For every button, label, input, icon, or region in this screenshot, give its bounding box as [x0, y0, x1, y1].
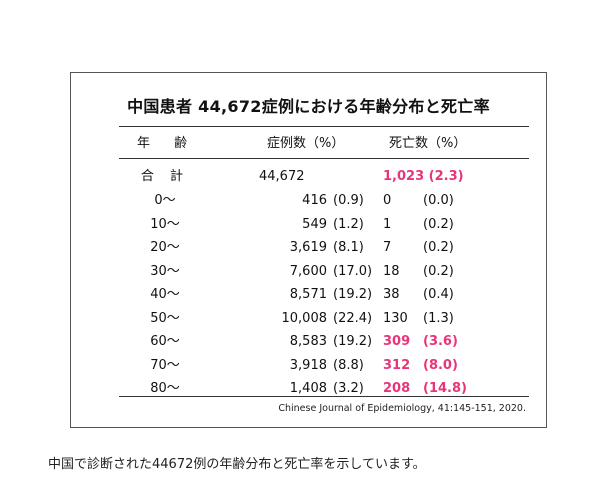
deaths-count-cell: 18	[383, 263, 400, 279]
table-header-rule	[119, 158, 529, 159]
deaths-percent-cell: (14.8)	[423, 381, 467, 396]
age-mortality-table-card: 中国患者 44,672症例における年齢分布と死亡率 年 齢 症例数（%） 死亡数…	[70, 72, 547, 428]
table-row: 20〜 3,619 (8.1) 7 (0.2)	[71, 238, 546, 258]
cases-count-cell: 549	[302, 216, 327, 232]
deaths-count-cell: 309	[383, 334, 411, 349]
deaths-count-cell: 7	[383, 240, 392, 255]
header-age: 年 齢	[137, 136, 198, 151]
deaths-percent-cell: (0.4)	[423, 287, 454, 302]
cases-percent-cell: (19.2)	[333, 287, 373, 302]
deaths-count-cell: 208	[383, 381, 411, 396]
deaths-percent-cell: (3.6)	[423, 334, 458, 349]
cases-count-cell: 8,583	[289, 334, 327, 349]
deaths-percent-cell: (1.3)	[423, 310, 454, 326]
cases-count-cell: 3,918	[289, 357, 327, 373]
age-cell: 80〜	[150, 381, 180, 396]
table-header-row: 年 齢 症例数（%） 死亡数（%）	[71, 134, 546, 154]
cases-count-cell: 3,619	[289, 240, 327, 255]
age-cell: 20〜	[150, 240, 180, 255]
total-label: 合 計	[140, 169, 190, 184]
table-bottom-rule	[119, 396, 529, 397]
age-cell: 60〜	[150, 334, 180, 349]
cases-percent-cell: (0.9)	[333, 193, 364, 208]
age-cell: 70〜	[150, 357, 180, 373]
deaths-percent-cell: (0.0)	[423, 193, 454, 208]
table-row-total: 合 計 44,672 1,023 (2.3)	[71, 167, 546, 187]
cases-count-cell: 416	[302, 193, 327, 208]
deaths-percent-cell: (0.2)	[423, 263, 454, 279]
deaths-percent-cell: (0.2)	[423, 240, 454, 255]
table-row: 50〜 10,008 (22.4) 130 (1.3)	[71, 309, 546, 329]
cases-percent-cell: (19.2)	[333, 334, 373, 349]
age-cell: 50〜	[150, 310, 180, 326]
table-top-rule	[119, 126, 529, 127]
cases-percent-cell: (8.8)	[333, 357, 364, 373]
deaths-count-cell: 0	[383, 193, 392, 208]
cases-count-cell: 1,408	[289, 381, 327, 396]
total-deaths: 1,023 (2.3)	[383, 169, 464, 184]
cases-percent-cell: (8.1)	[333, 240, 364, 255]
deaths-count-cell: 130	[383, 310, 408, 326]
table-row: 30〜 7,600 (17.0) 18 (0.2)	[71, 262, 546, 282]
table-row: 0〜 416 (0.9) 0 (0.0)	[71, 191, 546, 211]
cases-count-cell: 7,600	[289, 263, 327, 279]
deaths-count-cell: 38	[383, 287, 400, 302]
table-row: 70〜 3,918 (8.8) 312 (8.0)	[71, 356, 546, 376]
table-row: 40〜 8,571 (19.2) 38 (0.4)	[71, 285, 546, 305]
total-cases: 44,672	[259, 169, 305, 184]
table-row: 60〜 8,583 (19.2) 309 (3.6)	[71, 332, 546, 352]
age-cell: 10〜	[150, 216, 180, 232]
cases-percent-cell: (22.4)	[333, 310, 373, 326]
cases-count-cell: 8,571	[289, 287, 327, 302]
deaths-percent-cell: (8.0)	[423, 357, 458, 373]
age-cell: 40〜	[150, 287, 180, 302]
table-title: 中国患者 44,672症例における年齢分布と死亡率	[127, 97, 490, 116]
header-deaths: 死亡数（%）	[389, 136, 467, 151]
caption-text: 中国で診断された44672例の年齢分布と死亡率を示しています。	[48, 457, 426, 472]
age-cell: 0〜	[154, 193, 176, 208]
table-row: 10〜 549 (1.2) 1 (0.2)	[71, 215, 546, 235]
table-row: 80〜 1,408 (3.2) 208 (14.8)	[71, 379, 546, 399]
cases-percent-cell: (3.2)	[333, 381, 364, 396]
deaths-count-cell: 1	[383, 216, 392, 232]
cases-percent-cell: (17.0)	[333, 263, 373, 279]
deaths-count-cell: 312	[383, 357, 411, 373]
cases-percent-cell: (1.2)	[333, 216, 364, 232]
age-cell: 30〜	[150, 263, 180, 279]
deaths-percent-cell: (0.2)	[423, 216, 454, 232]
header-cases: 症例数（%）	[267, 136, 345, 151]
cases-count-cell: 10,008	[281, 310, 328, 326]
source-citation: Chinese Journal of Epidemiology, 41:145-…	[278, 403, 526, 414]
